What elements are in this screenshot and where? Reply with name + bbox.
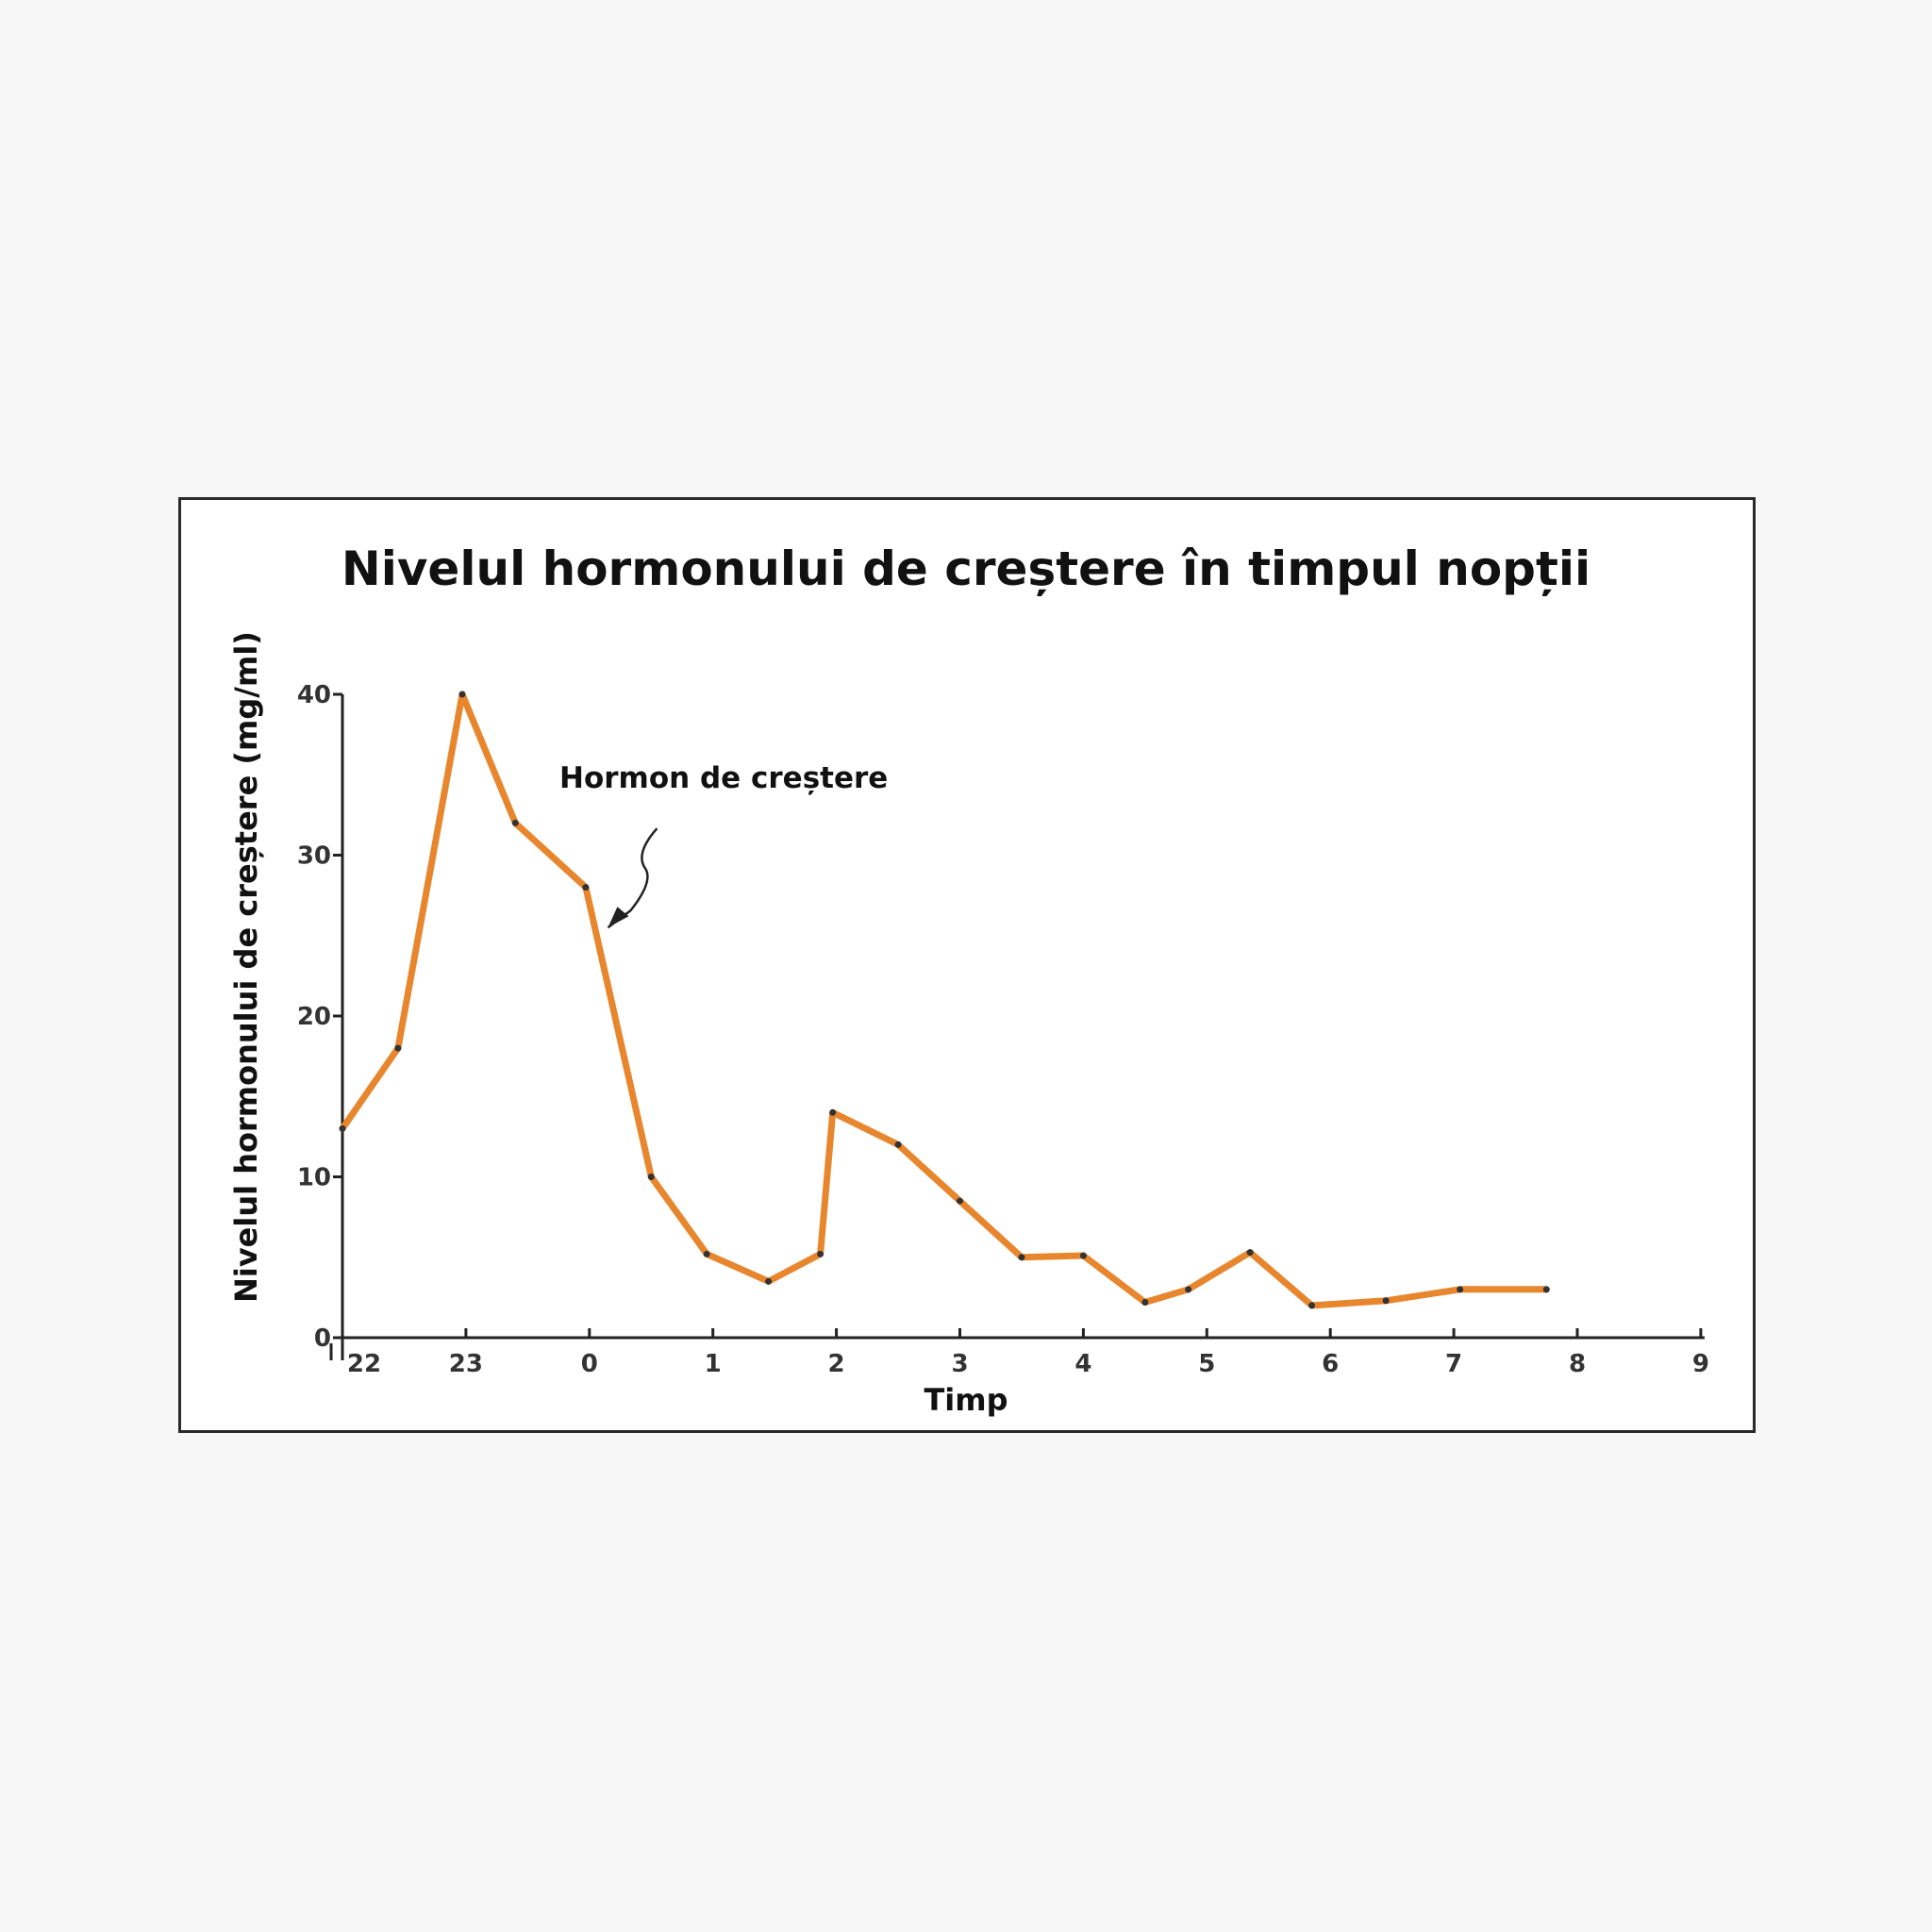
y-axis-label: Nivelul hormonului de creștere (mg/ml)	[228, 631, 264, 1303]
y-tick-label: 10	[297, 1164, 331, 1192]
y-tick-label: 30	[297, 842, 331, 871]
x-tick-label: 7	[1445, 1350, 1462, 1378]
data-point	[765, 1277, 773, 1285]
x-tick-label: 4	[1074, 1350, 1091, 1378]
x-tick-label: 0	[581, 1350, 598, 1378]
axes	[329, 694, 1705, 1360]
data-point	[703, 1250, 710, 1257]
data-point	[1018, 1254, 1025, 1261]
chart-title: Nivelul hormonului de creștere în timpul…	[341, 541, 1591, 596]
data-point	[1079, 1252, 1087, 1259]
data-point	[1246, 1249, 1254, 1257]
data-point	[829, 1108, 837, 1116]
data-point	[1382, 1297, 1390, 1305]
data-point	[458, 691, 466, 698]
x-tick-label: 2	[828, 1350, 845, 1378]
data-point	[957, 1197, 963, 1205]
data-point	[339, 1124, 346, 1132]
data-point	[1308, 1302, 1316, 1309]
series-line	[339, 691, 1550, 1309]
x-tick-label: 23	[449, 1350, 483, 1378]
annotation-label: Hormon de creștere	[559, 761, 888, 795]
chart-frame	[178, 497, 1756, 1433]
annotation-arrow-line	[607, 827, 658, 929]
data-point	[394, 1044, 402, 1052]
data-point	[647, 1174, 655, 1180]
y-tick-label: 0	[314, 1324, 331, 1353]
annotation-arrowhead	[608, 907, 629, 928]
data-point	[511, 819, 519, 826]
x-tick-label: 8	[1569, 1350, 1586, 1378]
data-point	[1457, 1286, 1464, 1293]
x-tick-label: 9	[1692, 1350, 1709, 1378]
data-point	[1542, 1286, 1550, 1293]
x-tick-label: 1	[705, 1350, 722, 1378]
annotation-group: Hormon de creștere	[559, 761, 888, 929]
data-point	[817, 1250, 824, 1257]
y-tick-label: 40	[297, 681, 331, 709]
series-group	[339, 691, 1550, 1309]
data-point	[582, 884, 590, 891]
x-tick-label: 22	[347, 1350, 381, 1378]
data-point	[894, 1141, 902, 1148]
x-tick-label: 5	[1198, 1350, 1215, 1378]
data-point	[1141, 1298, 1149, 1306]
data-point	[1185, 1286, 1192, 1293]
x-tick-label: 6	[1322, 1350, 1339, 1378]
y-tick-label: 20	[297, 1003, 331, 1031]
x-tick-label: 3	[951, 1350, 968, 1378]
x-axis-label: Timp	[924, 1382, 1008, 1418]
